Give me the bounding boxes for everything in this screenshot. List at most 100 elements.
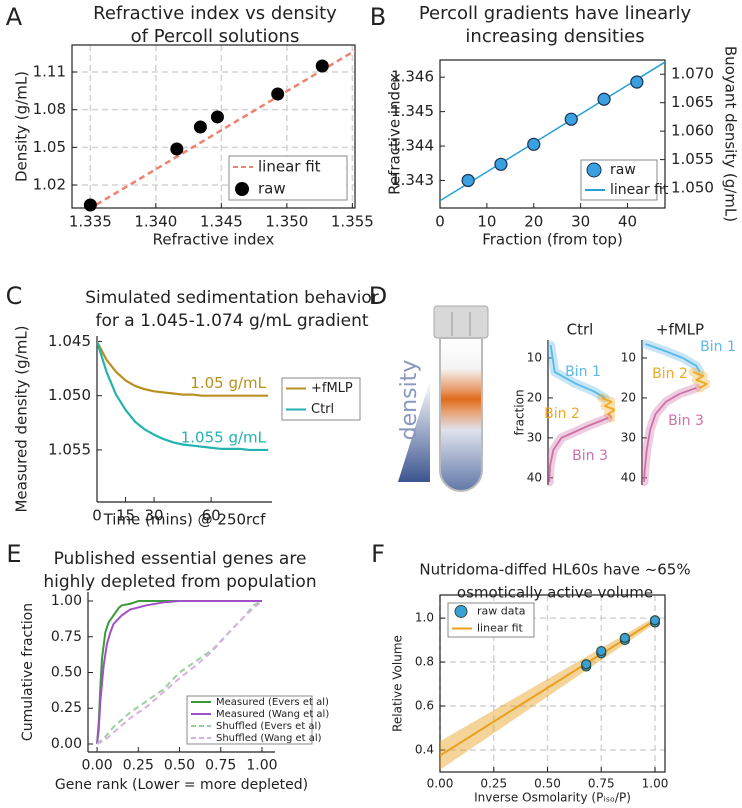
chart-title: Ctrl [567, 321, 594, 339]
y-tick-label: 1.05 [33, 138, 66, 156]
data-point [596, 645, 607, 657]
profile-band [642, 383, 701, 487]
legend-swatch [454, 605, 468, 618]
series-line [96, 600, 262, 745]
chart-title: osmotically active volume [457, 584, 653, 602]
y-tick-label: 20 [621, 390, 636, 404]
x-tick-label: 0.75 [205, 757, 236, 773]
x-axis-label: Refractive index [153, 231, 275, 249]
y-tick-label: 0.6 [415, 699, 434, 713]
x-tick-label: 30 [145, 507, 164, 525]
series-line [549, 345, 606, 399]
x-tick-label: 0.75 [588, 777, 615, 791]
y-tick-label: 1.0 [415, 611, 434, 625]
legend-label: Measured (Evers et al) [216, 697, 329, 708]
legend-swatch [235, 182, 249, 196]
legend-box [228, 155, 348, 201]
y-tick-label: 1.02 [33, 176, 66, 194]
series-line [96, 600, 262, 745]
x-tick-label: 0 [92, 507, 102, 525]
series-line [96, 600, 263, 745]
y-tick-label: 1.050 [48, 386, 91, 404]
y-tick-label: 0.00 [51, 736, 82, 752]
series-line [440, 61, 665, 202]
x-axis-label: Fraction (from top) [482, 231, 623, 249]
y-tick-label: 0.50 [51, 665, 82, 681]
series-line [97, 340, 269, 397]
x-tick-label: 1.350 [265, 213, 308, 231]
series-line [440, 619, 656, 757]
x-tick-label: 1.345 [200, 213, 243, 231]
chart-title: Refractive index vs density [93, 3, 337, 24]
plot-area [642, 339, 710, 487]
panel-letter: A [6, 3, 23, 31]
legend-label: linear fit [477, 622, 524, 635]
panel-letter: C [6, 282, 23, 310]
data-point [315, 59, 329, 73]
y-tick-label: 30 [527, 430, 542, 444]
tube-cap [433, 305, 489, 339]
y-tick-label: 1.08 [33, 100, 66, 118]
legend-label: Shuffled (Wang et al) [216, 733, 322, 744]
plot-frame [71, 44, 356, 209]
x-tick-label: 1.355 [331, 213, 374, 231]
plot-frame [439, 594, 666, 773]
legend-box [186, 695, 313, 745]
y-tick-label: 1.11 [33, 62, 66, 80]
x-tick-label: 0 [435, 213, 445, 231]
series-line [643, 387, 697, 482]
data-point [597, 92, 611, 106]
y-tick-label: 1.346 [391, 68, 434, 86]
chart-title: Simulated sedimentation behavior [85, 288, 379, 308]
x-axis-label: Gene rank (Lower = more depleted) [55, 777, 308, 793]
legend-label: Ctrl [311, 402, 334, 417]
chart-title: for a 1.045-1.074 g/mL gradient [95, 311, 368, 331]
series-label: Bin 2 [652, 366, 688, 382]
density-wedge [398, 380, 430, 482]
data-point [193, 120, 207, 134]
panel-letter: E [6, 540, 21, 568]
legend-label: raw data [477, 605, 526, 618]
plot-frame [439, 59, 666, 209]
data-point [630, 75, 644, 89]
y-tick-label: 1.345 [391, 102, 434, 120]
x-tick-label: 1.00 [642, 777, 669, 791]
legend-label: linear fit [258, 158, 321, 176]
series-label: Bin 2 [544, 406, 580, 422]
chart-title: +fMLP [656, 321, 704, 339]
chart-title: of Percoll solutions [131, 26, 300, 47]
x-tick-label: 15 [116, 507, 135, 525]
y-axis-label: Density (g/mL) [13, 71, 31, 182]
panel-letter: F [371, 540, 385, 568]
x-tick-label: 20 [524, 213, 543, 231]
x-axis-label: Inverse Osmolarity (Pᵢₛₒ/P) [474, 791, 631, 805]
x-tick-label: 0.25 [123, 757, 154, 773]
x-tick-label: 1.340 [134, 213, 177, 231]
y-tick-label: 40 [527, 470, 542, 484]
series-label: Bin 1 [700, 339, 736, 355]
series-line [692, 371, 708, 389]
y-tick-label: 20 [527, 390, 542, 404]
data-point [210, 110, 224, 124]
panel-letter: D [369, 282, 387, 310]
x-tick-label: 30 [571, 213, 590, 231]
legend-label: linear fit [610, 182, 669, 198]
chart-title: increasing densities [465, 26, 644, 47]
x-tick-label: 0.50 [534, 777, 561, 791]
y-tick-label: 1.055 [48, 440, 91, 458]
y2-axis-label: Buoyant density (g/mL) [722, 46, 740, 222]
chart-title: Published essential genes are [54, 549, 307, 569]
x-tick-label: 1.335 [69, 213, 112, 231]
chart-title: Percoll gradients have linearly [419, 3, 692, 24]
data-point [83, 198, 97, 212]
y2-tick-label: 1.055 [671, 150, 714, 168]
y-tick-label: 1.344 [391, 137, 434, 155]
y2-tick-label: 1.065 [671, 93, 714, 111]
x-tick-label: 60 [202, 507, 221, 525]
data-point [494, 157, 508, 171]
y-tick-label: 10 [527, 350, 542, 364]
chart-title: Nutridoma-diffed HL60s have ~65% [419, 561, 690, 579]
plot-area [440, 61, 665, 202]
density-label: density [397, 360, 422, 441]
